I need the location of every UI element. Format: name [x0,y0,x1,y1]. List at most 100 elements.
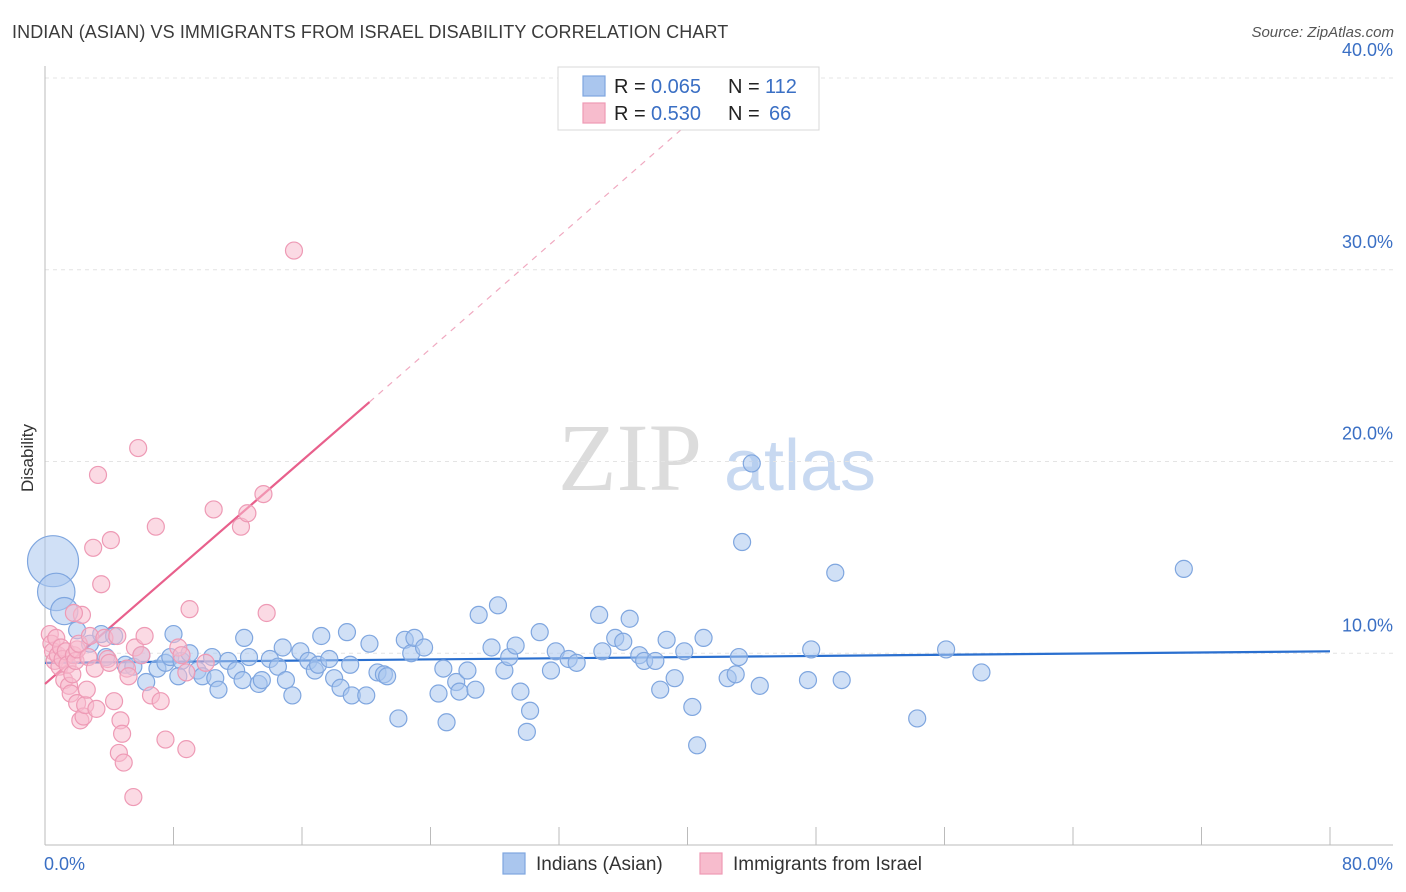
data-point-indian-96 [729,647,749,667]
data-point-israel-63 [257,603,276,623]
data-point-indian-77 [567,653,586,672]
data-point-israel-62 [254,484,273,504]
data-point-israel-31 [88,465,108,485]
data-point-indian-34 [276,670,296,690]
data-point-indian-32 [268,657,288,676]
y-tick-label-20: 20.0% [1342,424,1393,444]
legend-r-value-2: 0.530 [651,103,701,125]
trend-line-extension-1 [369,87,730,403]
correlation-legend: R = 0.065 N = 112 R = 0.530 N = 66 [557,66,820,131]
data-point-indian-87 [657,630,676,649]
data-point-israel-36 [101,531,120,550]
data-point-indian-94 [726,665,745,684]
data-point-indian-104 [908,709,927,728]
data-point-indian-64 [469,605,488,625]
data-point-indian-91 [688,736,707,755]
data-point-israel-49 [135,626,154,646]
data-point-indian-66 [488,596,508,615]
data-point-indian-51 [378,667,397,686]
data-point-israel-32 [92,575,111,594]
data-point-indian-26 [233,670,252,690]
data-point-israel-59 [204,500,223,519]
data-point-indian-57 [429,684,448,703]
data-point-indian-95 [733,532,752,552]
data-point-israel-38 [108,626,127,646]
data-point-israel-64 [284,241,304,260]
data-point-israel-35 [100,653,119,672]
data-point-indian-85 [646,651,665,671]
data-point-indian-33 [273,638,292,657]
y-tick-label-10: 10.0% [1342,615,1393,635]
x-tick-label-min: 0.0% [44,854,85,874]
data-point-israel-55 [172,646,191,665]
data-point-indian-106 [1174,559,1193,578]
data-point-israel-58 [196,653,215,672]
data-point-israel-37 [104,692,124,711]
data-point-israel-52 [151,692,170,711]
data-point-israel-57 [180,600,199,619]
data-point-indian-92 [694,628,713,648]
data-point-indian-81 [614,632,633,651]
data-point-indian-44 [337,623,357,642]
data-point-indian-86 [651,680,670,699]
data-point-israel-42 [114,753,133,772]
series-legend-swatch-blue [502,852,526,875]
data-point-indian-79 [593,642,612,661]
data-point-indian-88 [665,669,684,688]
data-point-israel-53 [156,730,175,749]
data-point-indian-78 [590,605,609,625]
data-point-indian-89 [675,642,694,661]
data-point-indian-72 [520,701,540,720]
source-label: Source: ZipAtlas.com [1251,24,1394,41]
data-point-indian-47 [357,686,376,705]
data-point-indian-30 [252,670,271,690]
y-axis-title: Disability [18,423,37,492]
data-point-israel-44 [119,667,138,686]
data-point-indian-56 [414,638,434,657]
legend-r-label-1: R = [614,76,646,98]
legend-r-value-1: 0.065 [651,76,701,98]
x-tick-label-max: 80.0% [1342,854,1393,874]
watermark-zip: ZIP [558,404,702,511]
data-point-israel-65 [177,740,196,759]
data-point-indian-65 [482,638,501,657]
data-point-indian-71 [517,722,536,741]
data-point-indian-90 [683,697,702,717]
data-point-indian-100 [802,640,821,659]
legend-n-label-1: N = [728,76,760,98]
data-point-indian-61 [450,682,469,701]
data-point-israel-30 [87,699,106,718]
data-point-israel-41 [112,724,132,743]
series-legend-label-1: Indians (Asian) [536,854,663,875]
data-point-indian-23 [209,680,228,699]
legend-n-value-2: 66 [769,103,791,125]
data-point-israel-28 [84,538,103,557]
data-point-indian-52 [389,709,408,728]
data-point-indian-98 [750,676,769,695]
data-point-indian-58 [434,659,453,678]
data-point-indian-45 [341,655,360,674]
data-point-indian-62 [458,661,477,680]
data-point-israel-56 [177,663,196,682]
data-point-indian-103 [937,640,956,659]
data-point-indian-70 [511,682,530,701]
data-point-indian-59 [437,713,456,732]
series-legend-swatch-pink [699,852,723,875]
data-point-indian-73 [530,623,549,642]
data-point-israel-47 [129,438,148,458]
data-point-israel-27 [64,603,84,623]
series-legend: Indians (Asian) Immigrants from Israel [502,852,922,875]
data-point-indian-40 [312,626,331,646]
legend-r-label-2: R = [614,103,646,125]
data-point-israel-45 [124,787,143,807]
legend-n-label-2: N = [728,103,760,125]
data-point-israel-48 [132,646,151,665]
legend-swatch-blue [582,75,606,97]
data-point-indian-27 [235,628,254,648]
legend-swatch-pink [582,102,606,124]
data-point-indian-99 [798,670,818,690]
data-point-indian-28 [239,647,259,667]
data-point-indian-82 [620,609,639,628]
data-point-israel-51 [146,517,165,536]
